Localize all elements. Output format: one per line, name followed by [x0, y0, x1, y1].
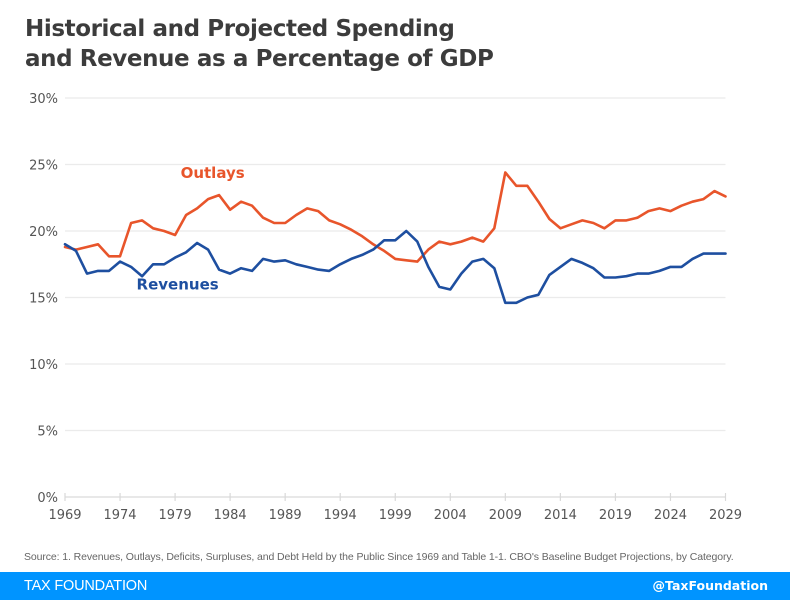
- x-tick-label-1974: 1974: [103, 508, 136, 523]
- x-tick-label-2009: 2009: [489, 508, 522, 523]
- x-axis: [64, 493, 727, 501]
- x-tick-label-1984: 1984: [214, 508, 247, 523]
- footer-handle[interactable]: @TaxFoundation: [652, 578, 768, 593]
- y-tick-label-25: 25%: [29, 159, 58, 174]
- source-note: Source: 1. Revenues, Outlays, Deficits, …: [24, 551, 734, 563]
- x-tick-label-1994: 1994: [324, 508, 357, 523]
- x-tick-label-2014: 2014: [544, 508, 577, 523]
- y-tick-label-15: 15%: [29, 292, 58, 307]
- x-tick-label-2004: 2004: [434, 508, 467, 523]
- x-tick-label-1999: 1999: [379, 508, 412, 523]
- x-tick-label-1969: 1969: [48, 508, 81, 523]
- y-tick-label-20: 20%: [29, 225, 58, 240]
- chart-title: Historical and Projected Spending and Re…: [25, 14, 725, 74]
- y-tick-label-5: 5%: [37, 425, 58, 440]
- x-tick-label-1989: 1989: [269, 508, 302, 523]
- series-label-revenues: Revenues: [137, 276, 219, 294]
- gridlines: [65, 97, 726, 498]
- x-tick-label-2029: 2029: [709, 508, 742, 523]
- x-axis-tick-labels: 1969 1974 1979 1984 1989 1994 1999 2004 2009 2014…: [48, 508, 742, 523]
- y-axis-tick-labels: 0% 5% 10% 15% 20% 25% 30%: [29, 92, 58, 506]
- line-chart: 0% 5% 10% 15% 20% 25% 30% 1969 1974 1979 1984 1989…: [29, 92, 742, 523]
- series-line-revenues: [63, 229, 727, 305]
- series-label-outlays: Outlays: [181, 164, 245, 182]
- footer-brand: TAX FOUNDATION: [24, 578, 148, 594]
- chart-title-line-2: and Revenue as a Percentage of GDP: [25, 46, 494, 72]
- x-tick-label-2019: 2019: [599, 508, 632, 523]
- y-tick-label-30: 30%: [29, 92, 58, 107]
- series-lines: [63, 171, 727, 305]
- footer-bar: TAX FOUNDATION @TaxFoundation: [0, 572, 790, 600]
- x-tick-label-1979: 1979: [159, 508, 192, 523]
- x-tick-label-2024: 2024: [654, 508, 687, 523]
- chart-title-line-1: Historical and Projected Spending: [25, 16, 455, 42]
- series-labels: Outlays Revenues: [137, 164, 245, 294]
- y-tick-label-10: 10%: [29, 358, 58, 373]
- series-line-outlays: [63, 171, 727, 263]
- y-tick-label-0: 0%: [37, 491, 58, 506]
